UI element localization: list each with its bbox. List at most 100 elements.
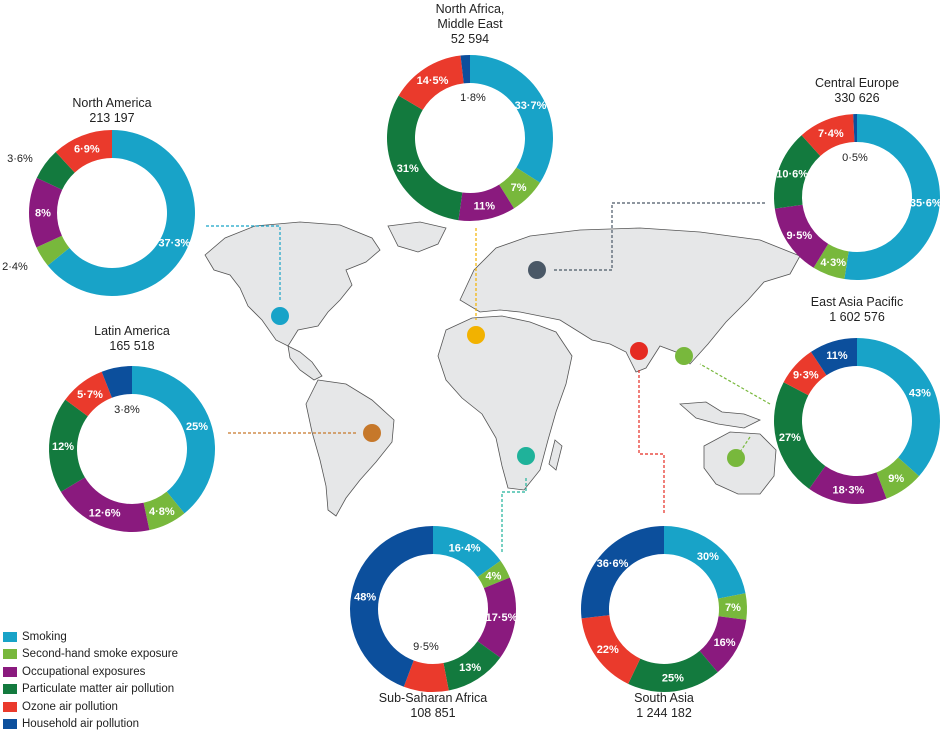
legend-item-second-hand-smoke: Second-hand smoke exposure <box>3 646 178 664</box>
donut-label: 9·5% <box>413 641 439 653</box>
donut-label: 30% <box>697 551 719 563</box>
legend-item-smoking: Smoking <box>3 628 178 646</box>
legend-swatch <box>3 719 17 729</box>
legend-item-ozone: Ozone air pollution <box>3 698 178 716</box>
donut-label: 7·4% <box>818 128 844 140</box>
region-total: 330 626 <box>834 91 879 105</box>
map-indonesia <box>680 402 760 428</box>
donut-label: 4·3% <box>820 257 846 269</box>
donut-label: 8% <box>35 208 51 220</box>
map-greenland <box>388 222 446 252</box>
donut-label: 22% <box>597 644 619 656</box>
legend-swatch <box>3 667 17 677</box>
legend: Smoking Second-hand smoke exposure Occup… <box>3 628 178 733</box>
donut-label: 7% <box>511 182 527 194</box>
region-marker-north-america <box>271 307 289 325</box>
donut-label: 10·6% <box>776 168 808 180</box>
region-name: Latin America <box>94 324 170 338</box>
region-marker-sub-saharan-africa <box>517 447 535 465</box>
connector-south-asia <box>639 370 664 514</box>
region-marker-latin-america <box>363 424 381 442</box>
region-name: North America <box>72 96 151 110</box>
region-marker-east-asia-pacific-secondary <box>727 449 745 467</box>
donut-segment-particulate-matter-air-pollution <box>387 96 462 221</box>
donut-segment-household-air-pollution <box>581 526 664 618</box>
donut-label: 11% <box>474 200 496 212</box>
legend-swatch <box>3 632 17 642</box>
donut-label: 25% <box>662 672 684 684</box>
legend-label: Ozone air pollution <box>22 701 118 713</box>
world-map <box>205 222 800 516</box>
donut-label: 4·8% <box>149 506 175 518</box>
legend-swatch <box>3 649 17 659</box>
donut-label: 37·3% <box>158 238 190 250</box>
region-marker-central-europe <box>528 261 546 279</box>
donut-label: 17·5% <box>486 612 518 624</box>
donut-label: 35·6% <box>910 197 941 209</box>
donut-label: 0·5% <box>842 152 868 164</box>
donut-label: 31% <box>397 163 419 175</box>
donut-label: 14·5% <box>417 75 449 87</box>
donut-segment-smoking <box>857 338 940 476</box>
donut-label: 9·3% <box>793 370 819 382</box>
donut-label: 7% <box>725 602 741 614</box>
donut-sub-saharan-africa: 16·4% 4% 17·5% 13% 9·5% 48% Sub-Saharan Africa… <box>350 526 518 720</box>
region-total: 52 594 <box>451 32 489 46</box>
donut-label: 9% <box>888 473 904 485</box>
donut-label: 33·7% <box>515 100 547 112</box>
donut-label: 6·9% <box>74 144 100 156</box>
map-north-america <box>205 222 380 346</box>
donut-label: 43% <box>909 388 931 400</box>
legend-swatch <box>3 684 17 694</box>
legend-label: Particulate matter air pollution <box>22 683 174 695</box>
donut-segment-smoking <box>470 55 553 183</box>
donut-label: 16·4% <box>449 543 481 555</box>
region-marker-east-asia-pacific <box>675 347 693 365</box>
donut-central-europe: 35·6%4·3%9·5%10·6%7·4%0·5%Central Europe… <box>774 76 941 280</box>
region-marker-south-asia <box>630 342 648 360</box>
donut-label: 11% <box>826 350 848 362</box>
legend-swatch <box>3 702 17 712</box>
donut-label: 18·3% <box>832 484 864 496</box>
donut-segment-smoking <box>132 366 215 513</box>
map-south-america <box>306 380 394 516</box>
donut-label: 3·8% <box>114 404 140 416</box>
region-total: 1 602 576 <box>829 310 885 324</box>
donut-north-africa-middle-east: 33·7%7%11%31%14·5%1·8%North Africa,Middl… <box>387 2 553 221</box>
donut-label: 1·8% <box>460 92 486 104</box>
legend-label: Occupational exposures <box>22 666 145 678</box>
legend-item-occupational: Occupational exposures <box>3 663 178 681</box>
map-madagascar <box>549 440 562 470</box>
donut-label: 4% <box>485 571 501 583</box>
map-central-america <box>288 346 322 380</box>
donut-label: 48% <box>354 592 376 604</box>
donut-label: 16% <box>714 637 736 649</box>
legend-label: Smoking <box>22 631 67 643</box>
donut-label: 5·7% <box>77 389 103 401</box>
donut-label: 25% <box>186 421 208 433</box>
region-total: 1 244 182 <box>636 706 692 720</box>
donut-latin-america: 25%4·8%12·6%12%5·7%3·8%Latin America165 … <box>49 324 215 532</box>
region-name: South Asia <box>634 691 694 705</box>
legend-label: Second-hand smoke exposure <box>22 648 178 660</box>
legend-label: Household air pollution <box>22 718 139 730</box>
region-marker-north-africa-middle-east <box>467 326 485 344</box>
donut-label: 3·6% <box>7 153 33 165</box>
donut-label: 27% <box>779 432 801 444</box>
donut-label: 13% <box>459 662 481 674</box>
donut-label: 12% <box>52 441 74 453</box>
legend-item-particulate: Particulate matter air pollution <box>3 681 178 699</box>
region-name: Sub-Saharan Africa <box>379 691 487 705</box>
donut-label: 36·6% <box>597 558 629 570</box>
region-total: 165 518 <box>109 339 154 353</box>
donut-segment-occupational-exposures <box>61 477 149 532</box>
region-name: East Asia Pacific <box>811 295 903 309</box>
region-name: Central Europe <box>815 76 899 90</box>
region-total: 108 851 <box>410 706 455 720</box>
donut-label: 2·4% <box>2 261 28 273</box>
region-name: North Africa, <box>436 2 505 16</box>
